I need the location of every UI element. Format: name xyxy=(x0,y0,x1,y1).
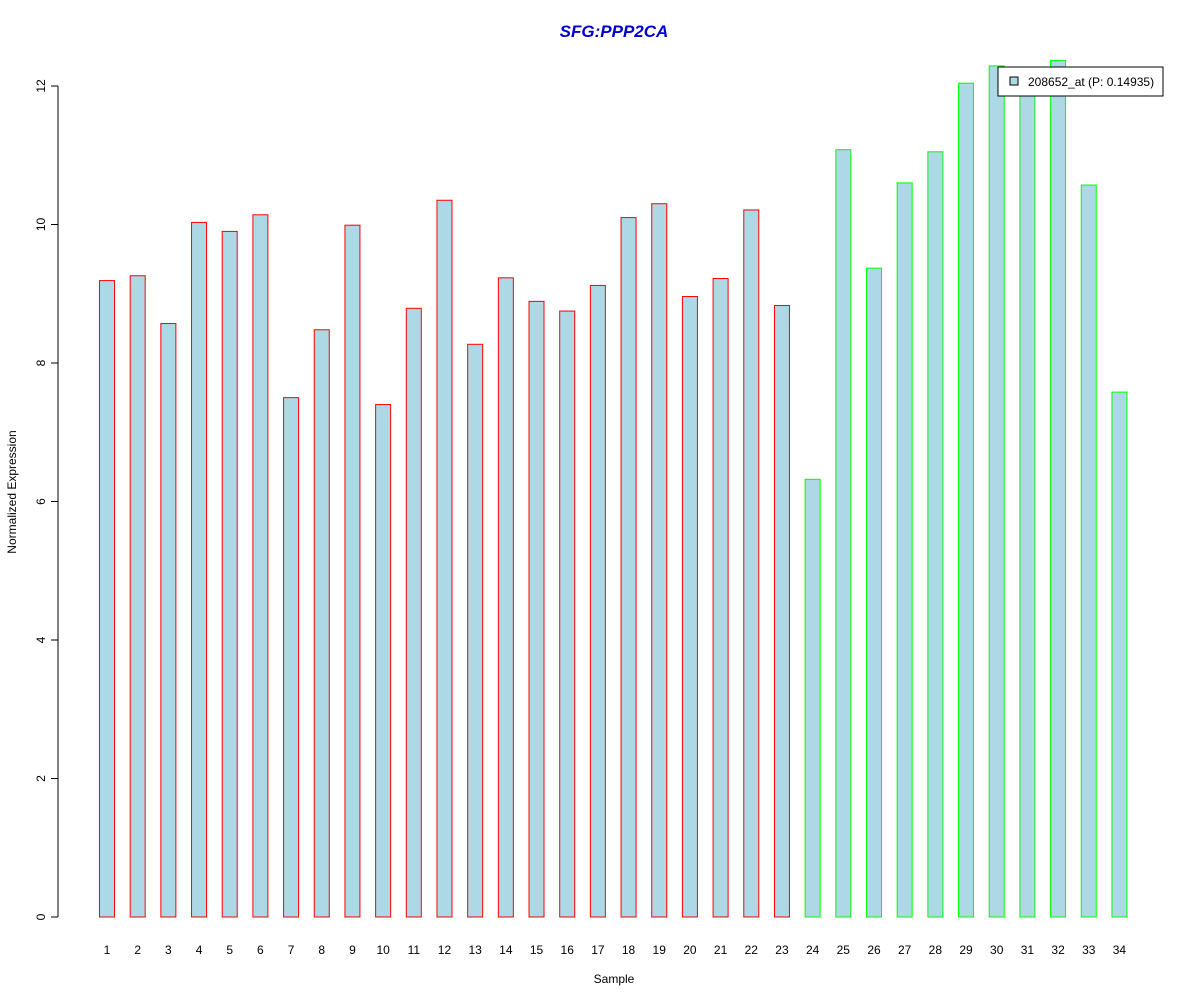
y-tick-label: 4 xyxy=(34,636,48,643)
bar-sample-33 xyxy=(1080,184,1097,918)
x-tick-label: 24 xyxy=(806,943,820,957)
bar-sample-21 xyxy=(712,278,729,918)
bar-sample-25 xyxy=(835,149,852,918)
bar-sample-31 xyxy=(1019,81,1036,918)
y-axis-label: Normalized Expression xyxy=(5,430,19,553)
x-tick-label: 23 xyxy=(775,943,789,957)
x-tick-label: 31 xyxy=(1021,943,1035,957)
legend: 208652_at (P: 0.14935) xyxy=(997,66,1164,97)
bar-sample-19 xyxy=(651,203,668,918)
bar-sample-20 xyxy=(681,296,698,918)
bar-sample-28 xyxy=(927,151,944,918)
x-tick-label: 19 xyxy=(653,943,667,957)
bar-sample-26 xyxy=(866,267,882,918)
bar-sample-15 xyxy=(528,300,545,918)
x-tick-label: 32 xyxy=(1051,943,1065,957)
x-tick-labels: 1 2 3 4 5 6 7 8 9 10 11 12 13 14 15 16 17 18 19 20 21 22 23 24 2… xyxy=(104,943,1127,957)
x-tick-label: 1 xyxy=(104,943,111,957)
x-tick-label: 27 xyxy=(898,943,912,957)
y-tick-label: 10 xyxy=(34,218,48,232)
x-tick-label: 10 xyxy=(376,943,390,957)
x-tick-label: 13 xyxy=(468,943,482,957)
bar-sample-12 xyxy=(436,199,453,918)
bar-sample-10 xyxy=(375,404,392,918)
bar-sample-1 xyxy=(99,280,115,918)
y-tick-label: 6 xyxy=(34,498,48,505)
legend-box xyxy=(997,66,1164,97)
bar-sample-6 xyxy=(252,214,269,918)
x-tick-label: 6 xyxy=(257,943,264,957)
bar-sample-24 xyxy=(804,478,821,918)
x-tick-label: 28 xyxy=(929,943,943,957)
bar-sample-8 xyxy=(313,329,330,918)
bar-sample-34 xyxy=(1111,391,1128,918)
x-tick-label: 8 xyxy=(318,943,325,957)
bar-sample-27 xyxy=(896,182,913,918)
x-tick-label: 16 xyxy=(561,943,575,957)
x-tick-label: 14 xyxy=(499,943,513,957)
bar-sample-23 xyxy=(773,305,790,918)
bar-sample-22 xyxy=(743,209,760,918)
x-tick-label: 7 xyxy=(288,943,295,957)
bar-sample-3 xyxy=(160,323,177,918)
bar-sample-32 xyxy=(1050,59,1067,918)
x-tick-label: 18 xyxy=(622,943,636,957)
x-tick-label: 3 xyxy=(165,943,172,957)
y-tick-label: 2 xyxy=(34,775,48,782)
legend-label: 208652_at (P: 0.14935) xyxy=(1028,75,1154,89)
x-tick-label: 25 xyxy=(837,943,851,957)
y-tick-label: 0 xyxy=(34,913,48,920)
bars-group xyxy=(99,59,1128,918)
bar-sample-17 xyxy=(589,284,606,918)
bar-sample-2 xyxy=(129,275,146,918)
x-tick-label: 4 xyxy=(196,943,203,957)
bar-sample-14 xyxy=(497,277,514,918)
x-tick-label: 21 xyxy=(714,943,728,957)
x-tick-label: 15 xyxy=(530,943,544,957)
y-tick-label: 8 xyxy=(34,359,48,366)
x-tick-label: 20 xyxy=(683,943,697,957)
x-tick-label: 11 xyxy=(408,943,421,957)
legend-swatch xyxy=(1009,76,1019,86)
x-tick-label: 2 xyxy=(134,943,141,957)
x-tick-label: 9 xyxy=(349,943,356,957)
bar-sample-9 xyxy=(344,224,361,918)
x-tick-label: 5 xyxy=(226,943,233,957)
bar-sample-7 xyxy=(283,397,300,918)
chart-title: SFG:PPP2CA xyxy=(560,22,669,41)
y-tick-label: 12 xyxy=(34,79,48,93)
x-tick-label: 33 xyxy=(1082,943,1096,957)
bar-sample-5 xyxy=(221,230,238,918)
bar-sample-11 xyxy=(405,307,422,918)
x-tick-label: 17 xyxy=(591,943,605,957)
bar-sample-13 xyxy=(467,343,484,918)
bar-sample-16 xyxy=(559,310,576,918)
x-tick-label: 30 xyxy=(990,943,1004,957)
x-tick-label: 34 xyxy=(1113,943,1127,957)
y-axis: 0 2 4 6 8 10 12 xyxy=(34,79,59,920)
x-tick-label: 26 xyxy=(867,943,881,957)
bar-sample-4 xyxy=(191,221,208,918)
bar-sample-30 xyxy=(988,65,1005,918)
bar-sample-29 xyxy=(958,82,975,918)
x-tick-label: 12 xyxy=(438,943,452,957)
x-tick-label: 22 xyxy=(745,943,759,957)
bar-sample-18 xyxy=(620,217,637,918)
x-axis-label: Sample xyxy=(594,972,635,986)
x-tick-label: 29 xyxy=(959,943,973,957)
